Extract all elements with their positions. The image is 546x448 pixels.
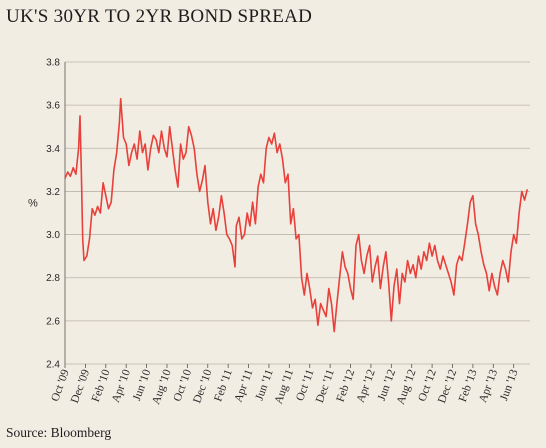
- x-tick-label: Oct '12: [416, 368, 439, 403]
- y-tick-label: 3.0: [46, 230, 60, 241]
- y-tick-label: 2.8: [46, 273, 60, 284]
- y-tick-label: 3.6: [46, 101, 60, 112]
- x-tick-label: Dec '11: [314, 368, 337, 405]
- x-tick-label: Jun '12: [376, 368, 398, 403]
- x-tick-label: Aug '11: [273, 368, 297, 406]
- x-tick-label: Feb '10: [90, 368, 113, 404]
- x-tick-label: Apr '12: [355, 368, 378, 405]
- y-tick-label: 3.2: [46, 187, 60, 198]
- y-axis: 2.4 2.6 2.8 3.0 3.2 3.4 3.6 3.8: [46, 58, 66, 371]
- y-tick-label: 3.8: [46, 58, 60, 69]
- x-tick-label: Aug '10: [150, 368, 174, 406]
- x-tick-label: Feb '13: [457, 368, 480, 404]
- y-axis-label: %: [28, 198, 38, 210]
- grid: [65, 61, 530, 365]
- x-tick-label: Oct '10: [172, 368, 195, 403]
- x-tick-label: Apr '13: [477, 368, 500, 405]
- y-tick-label: 3.4: [46, 144, 60, 155]
- x-tick-label: Dec '09: [69, 368, 92, 405]
- y-tick-label: 2.6: [46, 316, 60, 327]
- x-tick-label: Jun '10: [131, 368, 153, 403]
- x-tick-label: Jun '13: [498, 368, 520, 403]
- y-tick-label: 2.4: [46, 360, 60, 371]
- x-tick-label: Oct '09: [49, 368, 72, 403]
- series-group: [64, 97, 529, 333]
- x-tick-label: Oct '11: [294, 368, 317, 403]
- chart-title: UK'S 30YR TO 2YR BOND SPREAD: [6, 6, 313, 27]
- source-note: Source: Bloomberg: [6, 425, 112, 440]
- series-line-0: [64, 97, 529, 333]
- x-tick-label: Dec '12: [436, 368, 459, 405]
- x-tick-label: Apr '11: [232, 368, 255, 404]
- x-tick-label: Apr '10: [110, 368, 133, 405]
- x-tick-label: Feb '11: [212, 368, 235, 404]
- x-tick-label: Aug '12: [395, 368, 419, 406]
- x-tick-label: Feb '12: [335, 368, 358, 404]
- x-tick-label: Dec '10: [191, 368, 214, 405]
- x-tick-label: Jun '11: [254, 368, 276, 402]
